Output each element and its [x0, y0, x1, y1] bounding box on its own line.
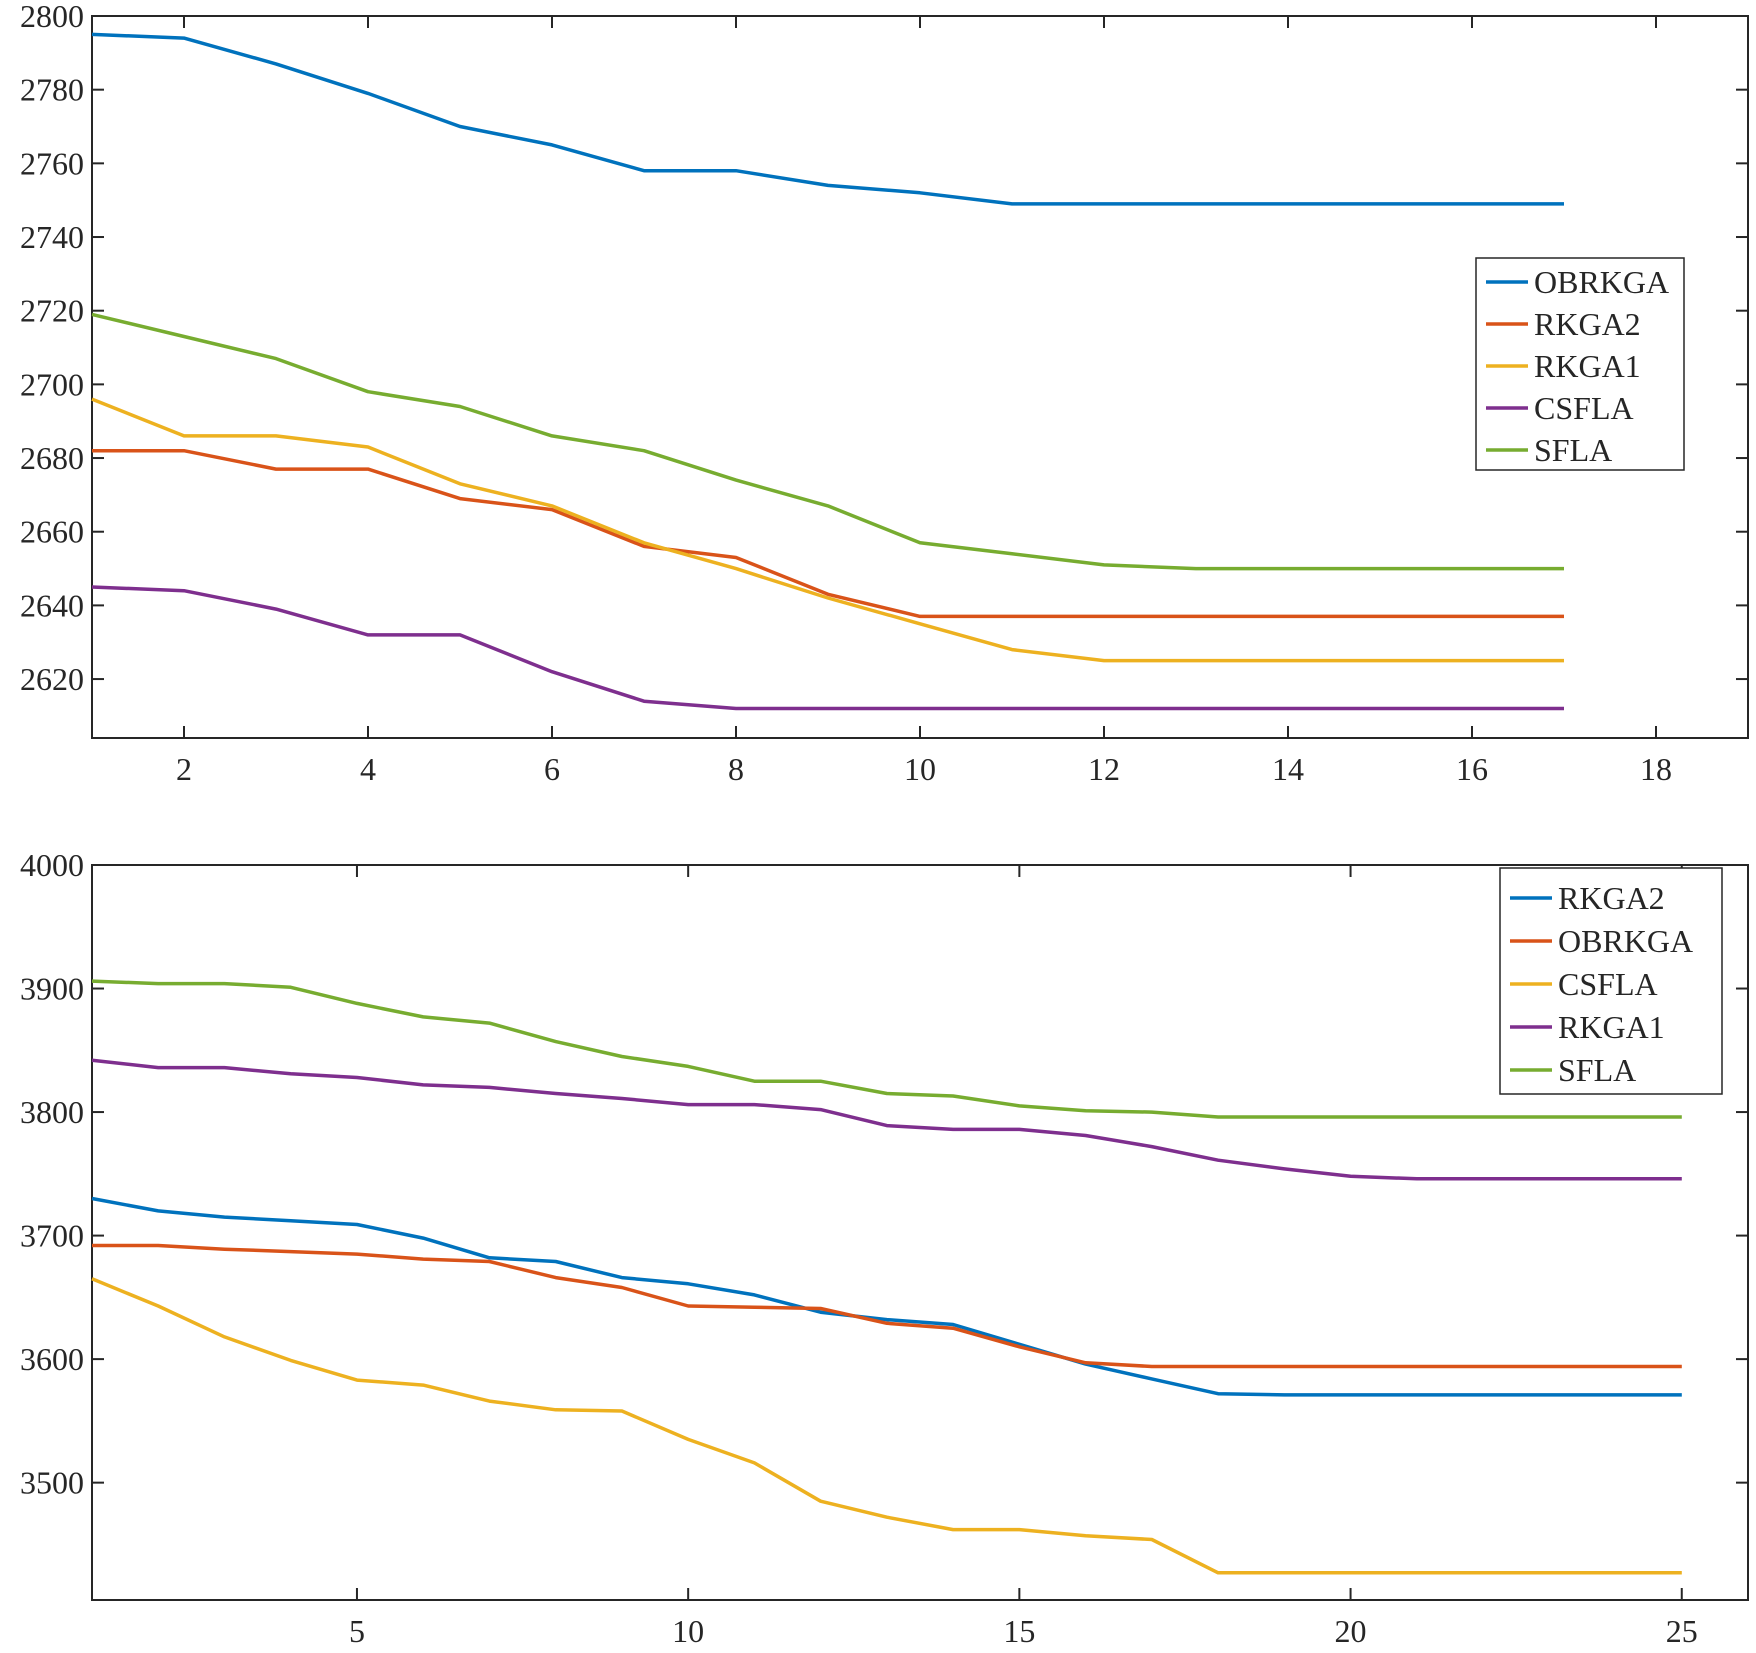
- legend-label-sfla: SFLA: [1558, 1052, 1636, 1088]
- legend-label-csfla: CSFLA: [1558, 966, 1658, 1002]
- legend-label-obrkga: OBRKGA: [1534, 264, 1669, 300]
- y-tick-label: 2720: [20, 293, 84, 329]
- top-line-chart: 2 4 6 8 10 12 14 16 18 2620 2640 2660 2680 2700 2720 27…: [20, 0, 1749, 787]
- y-tick-label: 3700: [20, 1218, 84, 1254]
- series-line-obrkga: [91, 32, 1564, 206]
- series-line-sfla: [91, 979, 1682, 1119]
- legend-label-sfla: SFLA: [1534, 432, 1612, 468]
- bottom-line-chart: 5 10 15 20 25 3500 3600 3700 3800 3900 4000 RKGA2 OB…: [20, 847, 1749, 1649]
- legend-label-rkga2: RKGA2: [1558, 880, 1665, 916]
- legend: OBRKGA RKGA2 RKGA1 CSFLA SFLA: [1475, 257, 1685, 471]
- y-tick-label: 3800: [20, 1094, 84, 1130]
- legend: RKGA2 OBRKGA CSFLA RKGA1 SFLA: [1499, 867, 1723, 1095]
- x-tick-label: 20: [1335, 1613, 1367, 1649]
- legend-label-rkga2: RKGA2: [1534, 306, 1641, 342]
- plot-area-frame: [91, 864, 1749, 1601]
- series-line-csfla: [91, 1277, 1682, 1575]
- x-tick-label: 18: [1640, 751, 1672, 787]
- y-tick-label: 3600: [20, 1341, 84, 1377]
- y-tick-label: 3900: [20, 971, 84, 1007]
- x-tick-label: 12: [1088, 751, 1120, 787]
- series-line-sfla: [91, 312, 1564, 571]
- x-tick-label: 16: [1456, 751, 1488, 787]
- legend-box: [1475, 257, 1685, 471]
- x-tick-label: 10: [904, 751, 936, 787]
- x-tick-label: 6: [544, 751, 560, 787]
- y-tick-label: 2760: [20, 145, 84, 181]
- legend-label-obrkga: OBRKGA: [1558, 923, 1693, 959]
- x-tick-label: 10: [672, 1613, 704, 1649]
- series-line-rkga1: [91, 397, 1564, 663]
- x-tick-label: 15: [1003, 1613, 1035, 1649]
- series-line-rkga1: [91, 1058, 1682, 1181]
- y-tick-label: 3500: [20, 1465, 84, 1501]
- legend-label-rkga1: RKGA1: [1534, 348, 1641, 384]
- series-line-rkga2: [91, 1196, 1682, 1397]
- legend-label-rkga1: RKGA1: [1558, 1009, 1665, 1045]
- y-tick-label: 2680: [20, 440, 84, 476]
- y-tick-label: 2780: [20, 72, 84, 108]
- x-tick-label: 14: [1272, 751, 1304, 787]
- y-tick-label: 2800: [20, 0, 84, 34]
- x-tick-label: 4: [360, 751, 376, 787]
- y-tick-label: 2660: [20, 514, 84, 550]
- y-tick-label: 2740: [20, 219, 84, 255]
- y-tick-label: 2640: [20, 587, 84, 623]
- x-tick-label: 2: [176, 751, 192, 787]
- y-tick-label: 2700: [20, 366, 84, 402]
- y-tick-label: 4000: [20, 847, 84, 883]
- legend-label-csfla: CSFLA: [1534, 390, 1634, 426]
- x-tick-label: 8: [728, 751, 744, 787]
- series-line-obrkga: [92, 1243, 1682, 1369]
- series-line-csfla: [91, 585, 1564, 711]
- x-tick-label: 5: [349, 1613, 365, 1649]
- x-tick-label: 25: [1666, 1613, 1698, 1649]
- legend-box: [1499, 867, 1723, 1095]
- y-tick-label: 2620: [20, 661, 84, 697]
- series-line-rkga2: [92, 448, 1564, 619]
